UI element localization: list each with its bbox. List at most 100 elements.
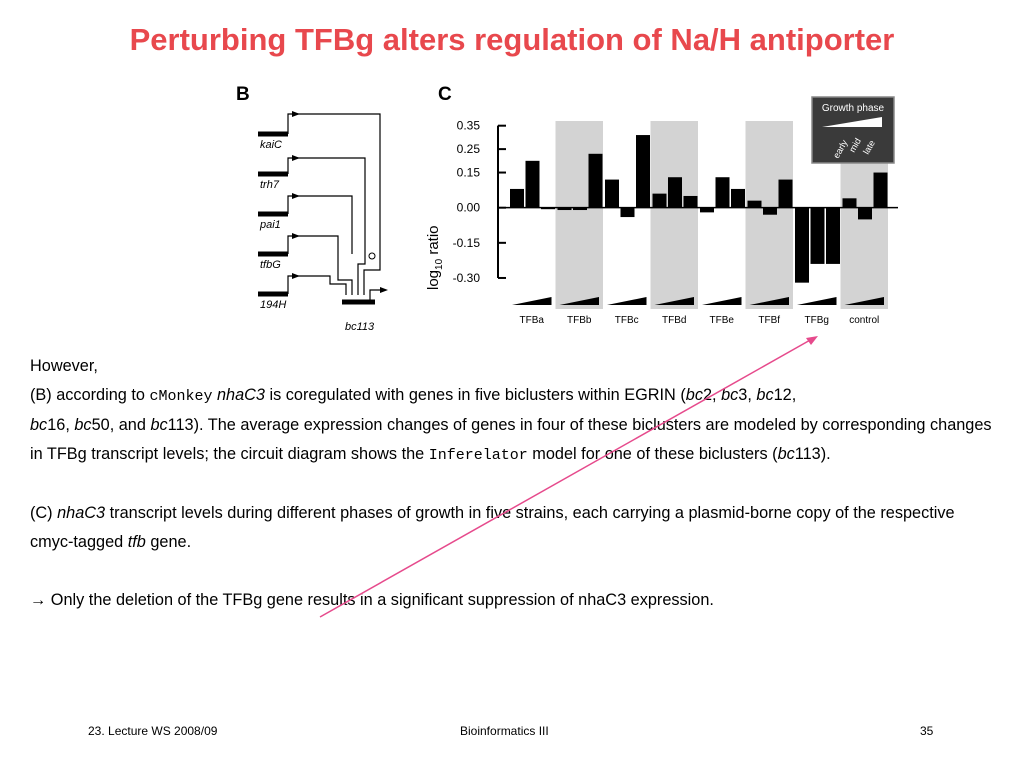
category-label: TFBa <box>520 315 545 326</box>
text-segment: model for one of these biclusters ( <box>527 445 778 463</box>
bar-TFBc-early <box>605 179 619 208</box>
bicluster-prefix: bc <box>30 416 48 434</box>
text-segment: 12, <box>773 386 797 404</box>
gene-label: tfbG <box>260 259 281 271</box>
bar-TFBc-mid <box>620 207 635 218</box>
text-segment: 2, <box>702 386 722 404</box>
phase-wedge <box>844 297 884 305</box>
circuit-diagram: kaiC trh7 pai1 tfbG 194H bc113 <box>258 111 388 333</box>
bar-control-late <box>873 172 888 208</box>
conclusion-text: Only the deletion of the TFBg gene resul… <box>46 591 714 609</box>
and-gate <box>357 252 381 295</box>
gene-tfbg: tfbG <box>258 233 353 295</box>
bar-TFBa-early <box>510 188 524 208</box>
text-segment: (B) according to <box>30 386 150 404</box>
paragraph-b: (B) according to cMonkey nhaC3 is coregu… <box>30 381 995 470</box>
bicluster-prefix: bc <box>685 386 703 404</box>
bicluster-prefix: bc <box>777 445 795 463</box>
text-segment: is coregulated with genes in five biclus… <box>264 386 686 404</box>
text-segment: 3, <box>738 386 757 404</box>
bar-TFBe-mid <box>715 177 730 208</box>
phase-wedge <box>797 297 837 305</box>
phase-wedge <box>702 297 742 305</box>
text-segment: 16, <box>47 416 75 434</box>
y-tick-label: -0.15 <box>453 236 481 250</box>
bar-TFBa-late <box>541 207 555 210</box>
y-axis-label-tail: ratio <box>425 225 442 258</box>
category-label: control <box>849 315 879 326</box>
bar-TFBf-early <box>747 200 762 208</box>
phase-wedge <box>607 297 647 305</box>
phase-wedge-layer <box>512 297 884 305</box>
category-label: TFBe <box>710 315 735 326</box>
bar-TFBb-late <box>588 153 603 208</box>
bar-TFBa-mid <box>525 160 540 208</box>
gene-nhac3: nhaC3 <box>217 386 265 404</box>
gene-194h: 194H <box>258 273 347 311</box>
category-label: TFBd <box>662 315 686 326</box>
category-label: TFBc <box>615 315 639 326</box>
inferelator-term: Inferelator <box>428 447 528 464</box>
bar-TFBe-early <box>700 207 714 213</box>
bicluster-prefix: bc <box>721 386 739 404</box>
gene-trh7: trh7 <box>258 155 366 254</box>
footer-course: Bioinformatics III <box>460 724 549 738</box>
cmonkey-term: cMonkey <box>149 388 213 405</box>
target-bc113: bc113 <box>342 287 388 333</box>
bar-TFBd-late <box>683 195 698 208</box>
gene-label: trh7 <box>260 179 280 191</box>
text-segment: (C) <box>30 504 58 522</box>
bar-TFBg-late <box>826 207 840 264</box>
category-label: TFBb <box>567 315 592 326</box>
footer-page-number: 35 <box>920 724 934 738</box>
right-arrow-icon: → <box>30 591 47 609</box>
shade-band <box>555 121 603 309</box>
footer-lecture: 23. Lecture WS 2008/09 <box>88 724 218 738</box>
gene-nhac3: nhaC3 <box>57 504 106 522</box>
bicluster-prefix: bc <box>74 416 92 434</box>
gene-label: kaiC <box>260 139 282 151</box>
text-segment: 113). <box>794 445 831 463</box>
growth-phase-legend: Growth phase early mid late <box>811 96 895 164</box>
bar-control-mid <box>858 207 872 220</box>
bar-TFBb-mid <box>573 207 587 211</box>
target-label: bc113 <box>345 321 375 333</box>
bar-TFBf-mid <box>763 207 777 215</box>
y-axis-label-base: log <box>425 270 442 290</box>
bar-TFBg-mid <box>810 207 825 264</box>
panel-b-label: B <box>236 84 250 105</box>
bar-control-early <box>842 198 857 208</box>
bar-TFBe-late <box>731 188 745 208</box>
bar-TFBf-late <box>778 179 793 208</box>
text-however: However, <box>30 357 98 375</box>
phase-wedge <box>512 297 552 305</box>
paragraph-c: (C) nhaC3 transcript levels during diffe… <box>30 499 995 557</box>
legend-title: Growth phase <box>822 103 885 114</box>
category-label: TFBg <box>805 315 829 326</box>
bar-TFBb-early <box>557 207 572 211</box>
bicluster-prefix: bc <box>150 416 168 434</box>
text-segment: gene. <box>145 533 192 551</box>
panel-c-label: C <box>438 84 452 105</box>
y-axis-label-sub: 10 <box>434 258 445 270</box>
shade-layer <box>555 121 888 309</box>
bar-TFBg-early <box>795 207 809 283</box>
gene-tfb: tfb <box>127 533 146 551</box>
expression-bar-chart: 0.350.250.150.00-0.15-0.30 TFBa TFBb TFBc T… <box>425 96 898 326</box>
y-tick-label: 0.35 <box>457 119 481 133</box>
legend-wedge <box>822 117 882 127</box>
y-tick-label: 0.25 <box>457 142 481 156</box>
bar-TFBc-late <box>636 135 650 208</box>
gene-kaic: kaiC <box>258 111 381 254</box>
gene-label: pai1 <box>259 219 281 231</box>
shade-band <box>745 121 793 309</box>
y-tick-label: -0.30 <box>453 271 481 285</box>
category-label: TFBf <box>758 315 780 326</box>
gene-pai1: pai1 <box>258 193 353 254</box>
y-axis-label: log10 ratio <box>425 225 445 290</box>
bar-TFBd-mid <box>668 177 682 208</box>
gene-label: 194H <box>260 299 286 311</box>
body-text: However, (B) according to cMonkey nhaC3 … <box>30 352 995 615</box>
category-labels: TFBa TFBb TFBc TFBd TFBe TFBf TFBg control <box>520 315 880 326</box>
conclusion: → Only the deletion of the TFBg gene res… <box>30 586 995 615</box>
